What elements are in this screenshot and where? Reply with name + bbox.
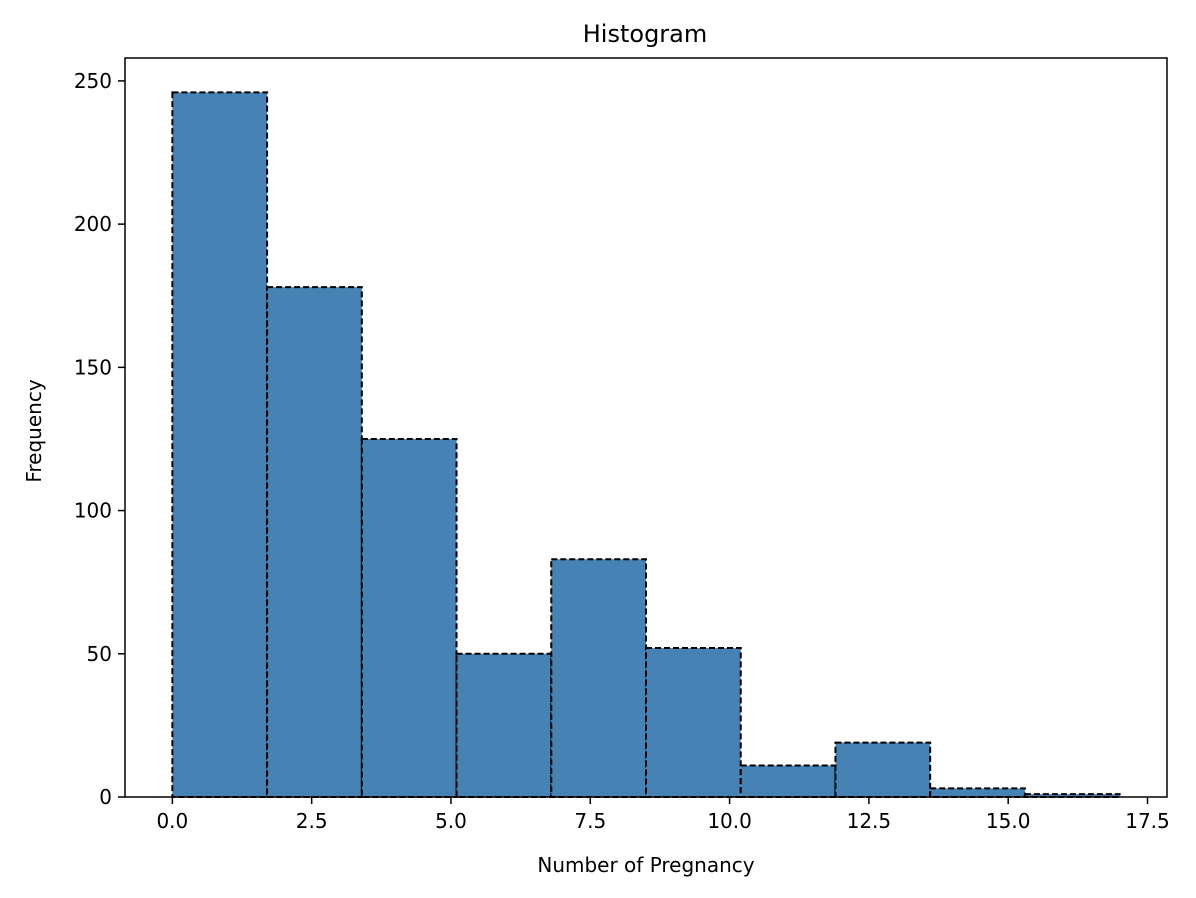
y-tick-label: 150 [74, 355, 112, 379]
y-tick-label: 100 [74, 499, 112, 523]
bars-group [171, 91, 1121, 799]
y-tick-label: 250 [74, 69, 112, 93]
x-axis-label: Number of Pregnancy [537, 853, 754, 877]
x-tick-label: 15.0 [986, 809, 1031, 833]
y-axis-label: Frequency [22, 379, 46, 482]
x-tick-label: 10.0 [707, 809, 752, 833]
y-tick-label: 0 [99, 785, 112, 809]
histogram-bar [550, 558, 647, 799]
plot-frame [124, 57, 1168, 798]
histogram-bar [171, 91, 269, 799]
x-tick-label: 0.0 [156, 809, 188, 833]
histogram-bar [834, 741, 932, 798]
histogram-bar [360, 437, 458, 798]
x-tick-label: 17.5 [1125, 809, 1170, 833]
x-axis-ticks: 0.0 2.5 5.0 7.5 10.0 12.5 15.0 17.5 [156, 797, 1170, 833]
histogram-bar [645, 647, 742, 798]
y-tick-label: 200 [74, 212, 112, 236]
x-tick-label: 7.5 [574, 809, 606, 833]
chart-title: Histogram [583, 20, 708, 48]
histogram-bar [455, 652, 553, 799]
x-tick-label: 12.5 [847, 809, 892, 833]
x-tick-label: 5.0 [435, 809, 467, 833]
y-tick-label: 50 [87, 642, 112, 666]
histogram-bar [929, 787, 1026, 799]
histogram-bar [266, 286, 363, 798]
histogram-bar [739, 764, 837, 798]
x-tick-label: 2.5 [296, 809, 328, 833]
y-axis-ticks: 0 50 100 150 200 250 [74, 69, 125, 809]
